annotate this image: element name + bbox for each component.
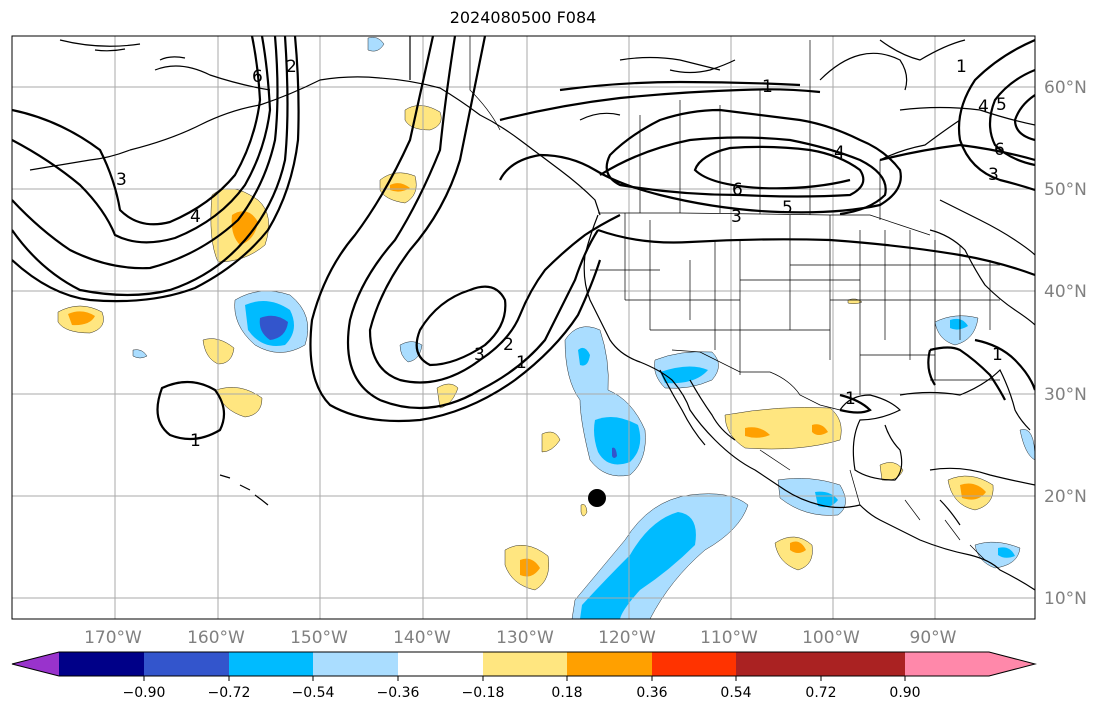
colorbar-tick-label: 0.36 bbox=[636, 685, 667, 701]
contour-label: 2 bbox=[286, 57, 297, 77]
colorbar-segment bbox=[821, 652, 905, 676]
latitude-labels: 60°N 50°N 40°N 30°N 20°N 10°N bbox=[1044, 78, 1087, 609]
contour-label: 1 bbox=[845, 389, 856, 409]
lon-label: 130°W bbox=[496, 628, 554, 648]
colorbar-tick-label: −0.72 bbox=[208, 685, 251, 701]
lat-label: 10°N bbox=[1044, 589, 1087, 609]
colorbar-segment bbox=[313, 652, 398, 676]
colorbar-tick-label: 0.72 bbox=[805, 685, 836, 701]
colorbar-segment bbox=[59, 652, 144, 676]
contour-label: 6 bbox=[732, 180, 743, 200]
colorbar-tick-label: 0.18 bbox=[551, 685, 582, 701]
colorbar-segment bbox=[905, 652, 989, 676]
colorbar-extend-low bbox=[12, 652, 59, 676]
contour-label: 6 bbox=[994, 140, 1005, 160]
colorbar-tick-label: −0.36 bbox=[377, 685, 420, 701]
map-background bbox=[12, 36, 1035, 619]
colorbar-tick-label: 0.90 bbox=[889, 685, 920, 701]
colorbar-segment bbox=[229, 652, 313, 676]
contour-labels: 6 2 3 4 3 2 1 1 6 3 5 4 1 1 4 5 6 3 1 1 bbox=[116, 57, 1007, 451]
contour-label: 4 bbox=[834, 143, 845, 163]
contour-label: 3 bbox=[731, 207, 742, 227]
colorbar-segment bbox=[567, 652, 652, 676]
longitude-labels: 170°W 160°W 150°W 140°W 130°W 120°W 110°… bbox=[84, 628, 957, 648]
colorbar-segment bbox=[483, 652, 567, 676]
coastlines bbox=[29, 36, 1035, 591]
contour-label: 1 bbox=[992, 345, 1003, 365]
colorbar-tick-label: −0.18 bbox=[462, 685, 505, 701]
contour-label: 1 bbox=[516, 353, 527, 373]
colorbar-extend-high bbox=[989, 652, 1035, 676]
contour-label: 6 bbox=[252, 67, 263, 87]
lat-label: 30°N bbox=[1044, 385, 1087, 405]
contour-label: 3 bbox=[116, 170, 127, 190]
contour-label: 4 bbox=[190, 207, 201, 227]
storm-position-marker bbox=[588, 489, 606, 507]
lon-label: 100°W bbox=[802, 628, 860, 648]
lon-label: 120°W bbox=[598, 628, 656, 648]
lat-label: 40°N bbox=[1044, 282, 1087, 302]
map-title: 2024080500 F084 bbox=[449, 8, 597, 27]
colorbar: −0.90 −0.72 −0.54 −0.36 −0.18 0.18 0.36 … bbox=[11, 651, 1037, 701]
map-frame bbox=[11, 35, 1036, 620]
political-borders bbox=[469, 36, 1000, 561]
contour-lines bbox=[12, 36, 1035, 441]
contour-label: 2 bbox=[503, 335, 514, 355]
lon-label: 170°W bbox=[84, 628, 142, 648]
lon-label: 140°W bbox=[393, 628, 451, 648]
colorbar-segment bbox=[652, 652, 736, 676]
contour-label: 1 bbox=[190, 431, 201, 451]
colorbar-segment bbox=[398, 652, 483, 676]
colorbar-tick-label: −0.54 bbox=[292, 685, 335, 701]
lat-label: 50°N bbox=[1044, 180, 1087, 200]
contour-label: 1 bbox=[956, 57, 967, 77]
colorbar-tick-label: −0.90 bbox=[123, 685, 166, 701]
anomaly-shading bbox=[57, 37, 1035, 619]
contour-label: 5 bbox=[996, 95, 1007, 115]
lon-label: 110°W bbox=[700, 628, 758, 648]
contour-label: 5 bbox=[782, 198, 793, 218]
contour-label: 4 bbox=[978, 97, 989, 117]
colorbar-tick-label: 0.54 bbox=[720, 685, 751, 701]
lon-label: 150°W bbox=[290, 628, 348, 648]
colorbar-segment bbox=[144, 652, 229, 676]
lon-label: 90°W bbox=[910, 628, 957, 648]
colorbar-segment bbox=[736, 652, 821, 676]
lat-label: 60°N bbox=[1044, 78, 1087, 98]
lon-label: 160°W bbox=[187, 628, 245, 648]
contour-label: 3 bbox=[474, 345, 485, 365]
lat-label: 20°N bbox=[1044, 487, 1087, 507]
contour-label: 1 bbox=[762, 77, 773, 97]
contour-label: 3 bbox=[988, 165, 999, 185]
